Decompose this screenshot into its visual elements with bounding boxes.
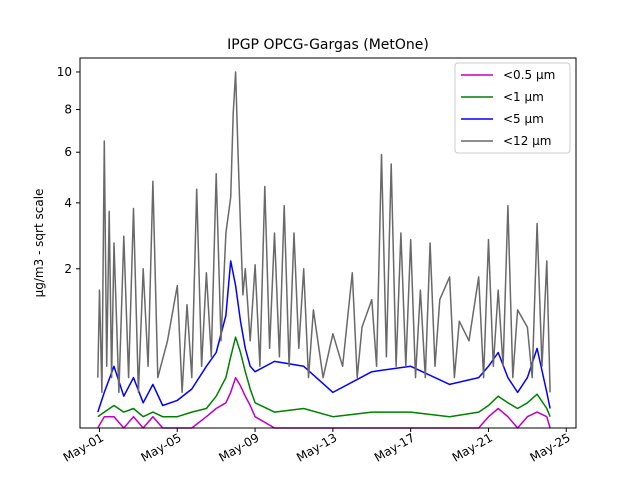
series-line-1: [97, 376, 551, 429]
legend: <0.5 µm <1 µm <5 µm <12 µm: [454, 62, 571, 154]
legend-label-4: <12 µm: [503, 134, 551, 148]
plot-area-frame: [79, 57, 577, 429]
y-tick-label-4: 8: [64, 103, 72, 117]
y-tick-label-2: 4: [64, 196, 72, 210]
legend-items: <0.5 µm <1 µm <5 µm <12 µm: [461, 68, 555, 148]
series-layer: [97, 71, 551, 429]
chart-title: IPGP OPCG-Gargas (MetOne): [227, 37, 429, 53]
series-line-2: [97, 336, 551, 418]
y-axis: 2 4 6 8 10: [57, 65, 80, 276]
y-axis-label: µg/m3 - sqrt scale: [32, 189, 46, 298]
y-tick-label-5: 10: [57, 65, 72, 79]
legend-label-3: <5 µm: [503, 112, 544, 126]
y-tick-label-3: 6: [64, 145, 72, 159]
legend-label-1: <0.5 µm: [503, 68, 555, 82]
y-tick-label-1: 2: [64, 262, 72, 276]
legend-label-2: <1 µm: [503, 90, 544, 104]
legend-frame: [454, 62, 571, 154]
series-line-4: [97, 71, 551, 394]
